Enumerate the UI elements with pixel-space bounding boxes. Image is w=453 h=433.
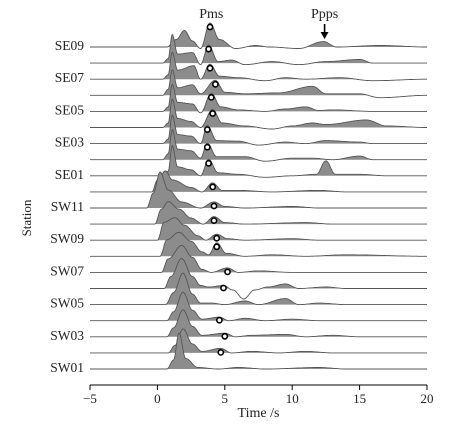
station-label-se05: SE05 — [55, 102, 85, 117]
trace-line-sw09 — [90, 217, 427, 241]
trace-fill-sw12 — [90, 170, 427, 192]
trace-fill-sw04 — [90, 292, 427, 321]
trace-line-se02 — [90, 128, 427, 162]
pms-marker-se01 — [205, 159, 212, 167]
x-axis: −5 0 5 10 15 20 — [83, 384, 434, 406]
pms-markers-layer — [203, 23, 231, 356]
station-label-sw03: SW03 — [50, 328, 84, 343]
phase-labels: Pms Ppps — [199, 7, 338, 39]
trace-fill-sw05 — [90, 273, 427, 305]
pms-marker-se07 — [206, 64, 214, 72]
trace-fill-se08 — [90, 34, 427, 64]
station-label-sw05: SW05 — [50, 296, 84, 311]
station-label-sw09: SW09 — [50, 231, 84, 246]
trace-line-sw06 — [90, 258, 427, 300]
trace-fill-se09 — [90, 23, 427, 47]
pms-marker-se03 — [203, 126, 211, 134]
station-label-se01: SE01 — [55, 167, 84, 182]
trace-line-sw05 — [90, 272, 427, 306]
trace-line-se04 — [90, 98, 427, 130]
x-tick-label: 15 — [353, 391, 366, 406]
pms-marker-se08 — [205, 45, 212, 53]
trace-fill-sw01 — [90, 333, 427, 369]
trace-fill-se05 — [90, 84, 427, 112]
station-label-sw11: SW11 — [51, 199, 84, 214]
pms-marker-sw10 — [210, 217, 218, 224]
pms-marker-sw11 — [210, 202, 218, 210]
trace-line-sw03 — [90, 309, 427, 338]
trace-fill-se06 — [90, 69, 427, 96]
pms-marker-sw02 — [217, 348, 225, 356]
trace-fill-sw07 — [90, 245, 427, 273]
station-label-se03: SE03 — [55, 135, 85, 150]
pms-marker-sw04 — [215, 316, 223, 324]
trace-line-sw12 — [90, 170, 427, 193]
x-axis-title: Time /s — [238, 406, 280, 421]
station-labels: SE09 SE07 SE05 SE03 SE01 SW11 SW09 SW07 SW05 SW03… — [50, 38, 84, 375]
trace-line-se05 — [90, 83, 427, 114]
x-tick-label: 10 — [286, 391, 299, 406]
pms-marker-se05 — [207, 94, 215, 101]
x-tick-label: 5 — [222, 391, 229, 406]
trace-line-sw04 — [90, 291, 427, 322]
pms-marker-sw06 — [220, 284, 227, 292]
trace-line-se01 — [90, 144, 427, 178]
trace-line-sw10 — [90, 201, 427, 225]
phase-arrow-head — [320, 32, 329, 39]
trace-fill-se03 — [90, 115, 427, 144]
pms-marker-sw09 — [213, 234, 221, 242]
station-label-sw07: SW07 — [50, 263, 84, 278]
trace-line-se03 — [90, 114, 427, 146]
pms-marker-sw07 — [224, 268, 231, 276]
x-tick-label: −5 — [83, 391, 97, 406]
trace-line-sw11 — [90, 171, 427, 209]
trace-line-se06 — [90, 69, 427, 99]
pms-marker-se04 — [209, 110, 217, 117]
trace-fill-sw11 — [90, 172, 427, 208]
trace-line-sw08 — [90, 231, 427, 257]
trace-line-sw02 — [90, 328, 427, 354]
y-axis-title: Station — [19, 199, 34, 236]
pms-marker-se02 — [203, 143, 211, 151]
phase-label-ppps: Ppps — [311, 7, 338, 22]
x-tick-label: 0 — [154, 391, 161, 406]
trace-fill-sw06 — [90, 258, 427, 289]
trace-fill-sw08 — [90, 232, 427, 257]
trace-line-se07 — [90, 51, 427, 82]
trace-line-se08 — [90, 33, 427, 66]
trace-fill-sw03 — [90, 309, 427, 337]
trace-fill-sw10 — [90, 201, 427, 225]
pms-marker-se09 — [206, 23, 214, 31]
trace-line-sw07 — [90, 244, 427, 273]
x-tick-label: 20 — [421, 391, 434, 406]
trace-line-sw01 — [90, 332, 427, 370]
station-label-sw01: SW01 — [50, 360, 84, 375]
station-label-se09: SE09 — [55, 38, 85, 53]
pms-marker-sw12 — [209, 183, 217, 191]
pms-marker-sw03 — [221, 332, 229, 340]
pms-marker-sw08 — [213, 243, 221, 251]
trace-line-se09 — [90, 22, 427, 49]
trace-fill-se07 — [90, 52, 427, 80]
phase-label-pms: Pms — [199, 7, 223, 22]
trace-fill-sw09 — [90, 217, 427, 241]
station-label-se07: SE07 — [55, 70, 85, 85]
pms-marker-se06 — [211, 80, 219, 88]
traces-layer — [90, 22, 427, 370]
trace-fill-se01 — [90, 145, 427, 176]
trace-fill-sw02 — [90, 328, 427, 353]
